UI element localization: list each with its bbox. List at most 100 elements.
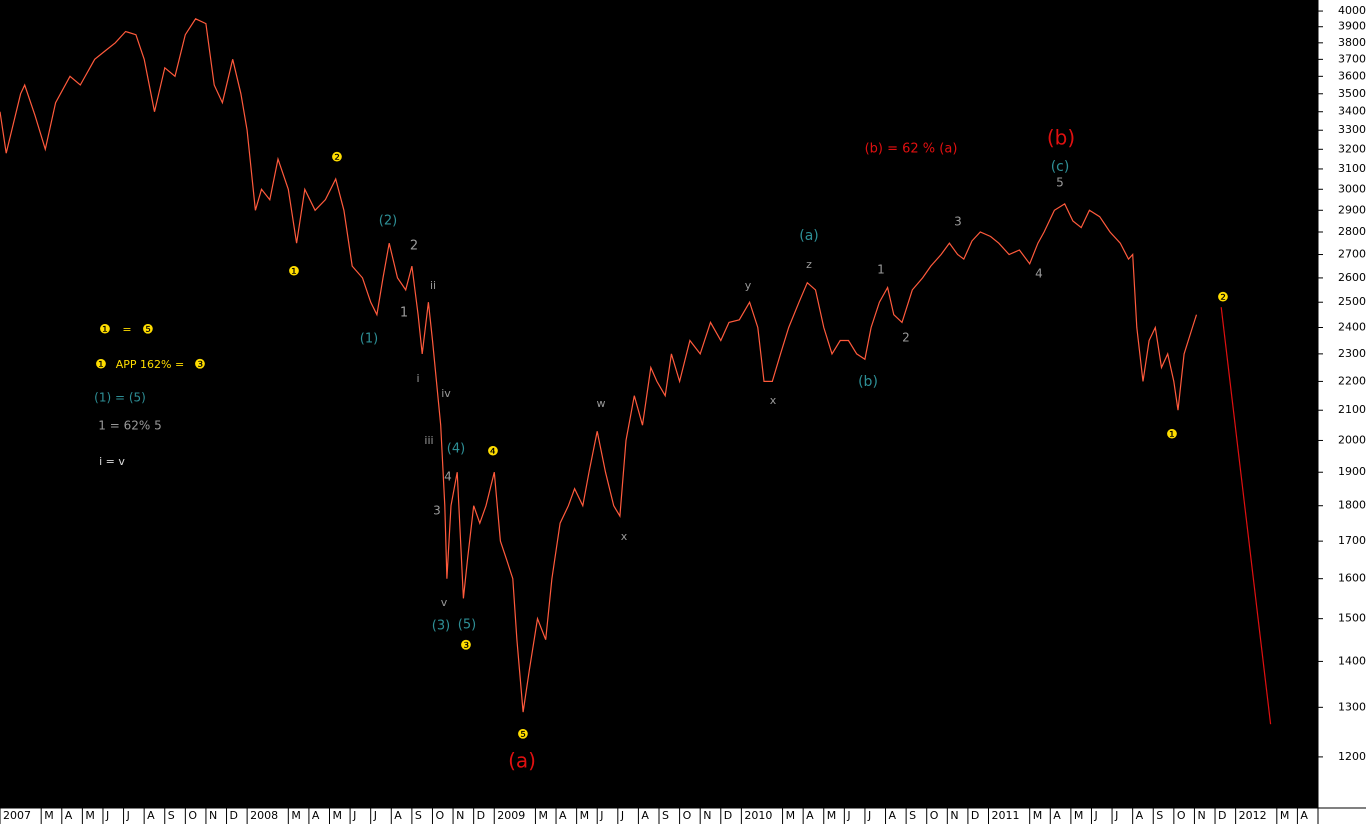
y-tick-label: 1800 <box>1338 499 1366 512</box>
y-tick-label: 2100 <box>1338 403 1366 416</box>
wave-label: ❺ <box>142 323 154 338</box>
x-tick-label: 2012 <box>1239 809 1267 822</box>
wave-label: x <box>621 530 628 543</box>
wave-label: ❸ <box>194 358 206 373</box>
wave-label: (2) <box>379 214 397 229</box>
x-tick-label: M <box>85 809 95 822</box>
y-tick-label: 1200 <box>1338 750 1366 763</box>
x-tick-label: J <box>1114 809 1118 822</box>
x-tick-label: J <box>352 809 356 822</box>
x-tick-label: A <box>147 809 155 822</box>
price-line <box>0 18 1198 713</box>
x-tick-label: N <box>950 809 958 822</box>
x-tick-label: O <box>930 809 939 822</box>
x-tick-label: 2008 <box>250 809 278 822</box>
x-tick-label: A <box>889 809 897 822</box>
y-tick-label: 3600 <box>1338 69 1366 82</box>
x-tick-label: A <box>641 809 649 822</box>
wave-label: ❶ <box>95 358 107 373</box>
wave-label: (a) <box>508 749 536 773</box>
y-tick-label: 2800 <box>1338 225 1366 238</box>
x-tick-label: S <box>662 809 669 822</box>
x-tick-label: A <box>1053 809 1061 822</box>
y-tick-label: 1300 <box>1338 700 1366 713</box>
wave-label: ❺ <box>517 728 529 743</box>
x-tick-label: O <box>1177 809 1186 822</box>
wave-label: 4 <box>444 470 452 484</box>
wave-label: z <box>806 258 812 271</box>
x-tick-label: D <box>477 809 485 822</box>
x-tick-label: N <box>703 809 711 822</box>
y-tick-label: 2200 <box>1338 374 1366 387</box>
x-tick-label: N <box>456 809 464 822</box>
y-tick-label: 1400 <box>1338 654 1366 667</box>
x-tick-label: N <box>209 809 217 822</box>
y-tick-label: 3400 <box>1338 105 1366 118</box>
wave-label: ❸ <box>460 639 472 654</box>
wave-label: (1) <box>360 332 378 347</box>
y-tick-label: 3200 <box>1338 142 1366 155</box>
wave-label: (b) <box>1047 126 1075 150</box>
x-tick-label: M <box>291 809 301 822</box>
y-tick-label: 3000 <box>1338 182 1366 195</box>
x-tick-label: M <box>580 809 590 822</box>
y-tick-label: 1500 <box>1338 612 1366 625</box>
x-tick-label: M <box>538 809 548 822</box>
x-tick-label: A <box>394 809 402 822</box>
wave-label: (4) <box>447 442 465 457</box>
wave-label: (1) = (5) <box>94 391 146 405</box>
x-axis-panel <box>0 808 1366 824</box>
x-tick-label: O <box>435 809 444 822</box>
x-tick-label: J <box>1093 809 1097 822</box>
wave-label: v <box>441 596 448 609</box>
x-tick-label: A <box>806 809 814 822</box>
y-tick-label: 1900 <box>1338 465 1366 478</box>
wave-label: ❹ <box>487 445 499 460</box>
wave-label: APP 162% = <box>116 358 184 371</box>
x-tick-label: S <box>415 809 422 822</box>
wave-label: (3) <box>432 619 450 634</box>
x-tick-label: D <box>230 809 238 822</box>
x-tick-label: A <box>559 809 567 822</box>
x-tick-label: S <box>1156 809 1163 822</box>
x-tick-label: M <box>1033 809 1043 822</box>
x-tick-label: A <box>1300 809 1308 822</box>
wave-label: 5 <box>1056 176 1064 190</box>
x-tick-label: N <box>1197 809 1205 822</box>
x-tick-label: D <box>1218 809 1226 822</box>
x-tick-label: A <box>65 809 73 822</box>
y-tick-label: 3800 <box>1338 36 1366 49</box>
wave-label: i = v <box>99 455 125 468</box>
x-tick-label: M <box>1074 809 1084 822</box>
y-tick-label: 2900 <box>1338 203 1366 216</box>
wave-label: ❷ <box>331 151 343 166</box>
wave-label: ❶ <box>1166 428 1178 443</box>
y-tick-label: 1600 <box>1338 572 1366 585</box>
x-tick-label: O <box>188 809 197 822</box>
y-axis-panel <box>1318 0 1366 824</box>
y-tick-label: 1700 <box>1338 534 1366 547</box>
y-tick-label: 3700 <box>1338 52 1366 65</box>
wave-label: 4 <box>1035 267 1043 281</box>
y-tick-label: 2500 <box>1338 295 1366 308</box>
x-tick-label: O <box>683 809 692 822</box>
x-tick-label: 2007 <box>3 809 31 822</box>
wave-label: ❶ <box>288 265 300 280</box>
wave-label: (5) <box>458 618 476 633</box>
x-tick-label: 2009 <box>497 809 525 822</box>
wave-label: iii <box>424 434 433 447</box>
x-tick-label: J <box>846 809 850 822</box>
y-tick-label: 2400 <box>1338 321 1366 334</box>
x-tick-label: M <box>786 809 796 822</box>
x-tick-label: A <box>1136 809 1144 822</box>
x-tick-label: M <box>1280 809 1290 822</box>
x-tick-label: J <box>126 809 130 822</box>
wave-label: 1 <box>400 306 408 321</box>
y-tick-label: 4000 <box>1338 4 1366 17</box>
price-line <box>1220 307 1272 725</box>
x-tick-label: M <box>827 809 837 822</box>
x-tick-label: S <box>168 809 175 822</box>
wave-label: ❷ <box>1217 291 1229 306</box>
wave-label: (a) <box>799 228 819 244</box>
wave-label: (c) <box>1051 159 1070 175</box>
